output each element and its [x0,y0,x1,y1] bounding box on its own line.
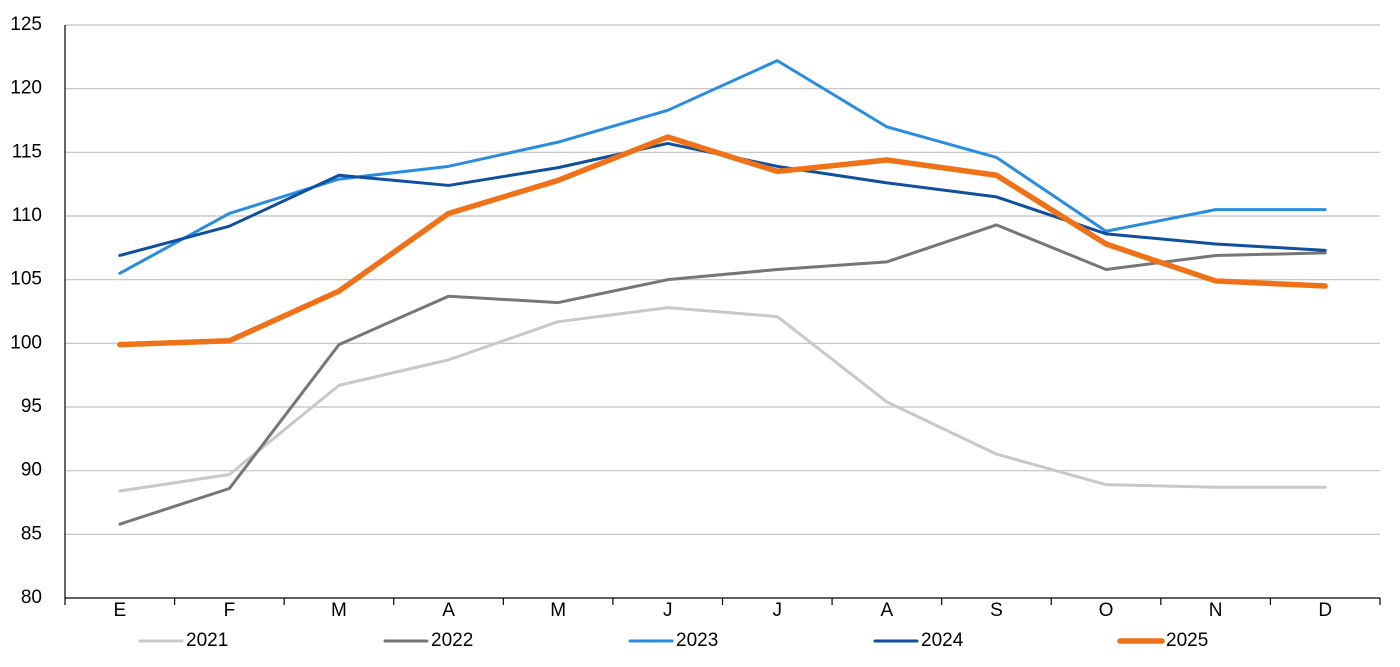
y-tick-label: 125 [10,14,42,35]
x-tick-label: M [550,600,566,621]
series-line [118,59,1327,275]
y-tick-label: 105 [10,269,42,290]
x-tick-label: F [224,600,236,621]
y-tick-label: 115 [12,141,42,162]
legend-label: 2025 [1166,630,1208,651]
y-tick-label: 80 [21,587,42,608]
x-tick-label: J [773,600,783,621]
legend-label: 2024 [921,630,964,651]
series-line [117,134,1328,348]
y-tick-label: 85 [21,523,42,544]
y-tick-label: 90 [21,460,42,481]
x-tick-label: O [1099,600,1114,621]
x-tick-label: M [331,600,347,621]
legend-label: 2021 [186,630,228,651]
y-tick-label: 120 [10,78,42,99]
x-tick-label: E [113,600,126,621]
x-tick-label: A [442,600,455,621]
legend-label: 2022 [431,630,473,651]
y-tick-label: 95 [21,396,42,417]
x-tick-label: D [1318,600,1332,621]
x-tick-label: A [881,600,894,621]
series-line [118,141,1327,257]
y-tick-label: 100 [10,332,42,353]
x-tick-label: J [663,600,673,621]
x-tick-label: N [1209,600,1223,621]
y-tick-label: 110 [12,205,42,226]
series-line [118,223,1327,526]
series-line [118,306,1327,493]
x-tick-label: S [990,600,1003,621]
legend-label: 2023 [676,630,718,651]
